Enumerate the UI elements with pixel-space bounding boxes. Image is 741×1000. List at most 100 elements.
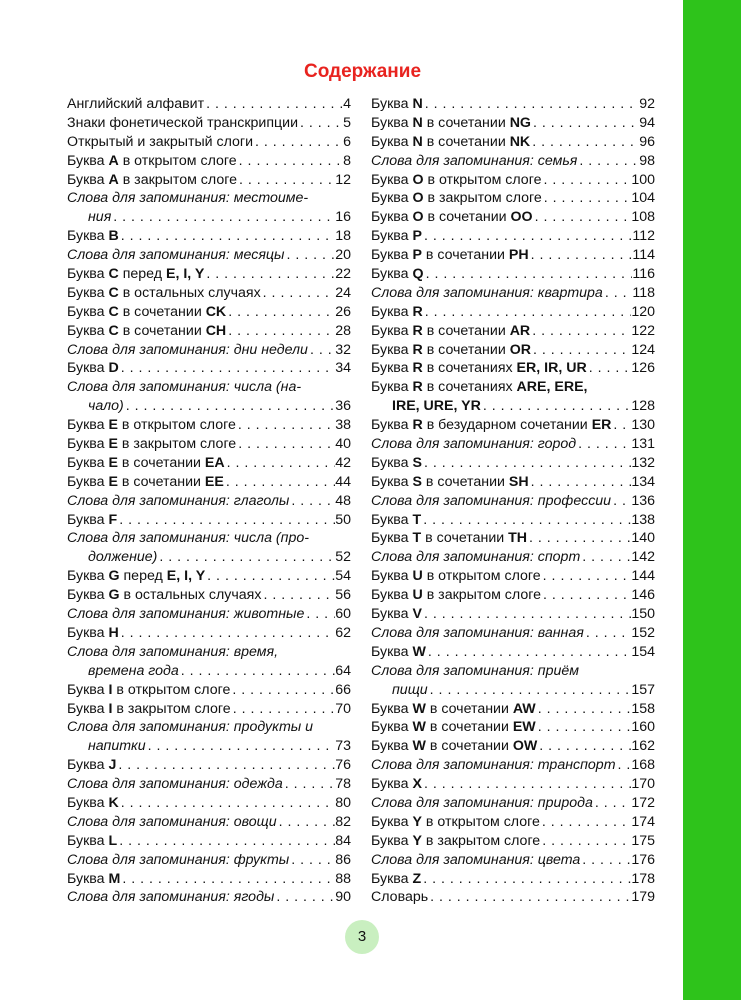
toc-entry[interactable]: Буква E в открытом слоге 38 [67, 416, 351, 435]
toc-entry[interactable]: Слова для запоминания: животные 60 [67, 605, 351, 624]
toc-entry[interactable]: Слова для запоминания: продукты и напитки… [67, 718, 351, 756]
toc-entry[interactable]: Буква R 120 [371, 303, 655, 322]
toc-entry[interactable]: Слова для запоминания: ванная 152 [371, 624, 655, 643]
toc-entry[interactable]: Буква F 50 [67, 511, 351, 530]
toc-entry[interactable]: Буква M 88 [67, 870, 351, 889]
toc-page-number: 146 [631, 587, 655, 604]
toc-entry[interactable]: Буква W 154 [371, 643, 655, 662]
toc-entry-letter: E [108, 473, 118, 490]
toc-entry[interactable]: Буква B 18 [67, 227, 351, 246]
toc-entry[interactable]: Слова для запоминания: овощи 82 [67, 813, 351, 832]
toc-entry-text: Слова для запоминания: одежда [67, 776, 283, 793]
toc-entry[interactable]: Буква R в безударном сочетании ER 130 [371, 416, 655, 435]
toc-entry[interactable]: Слова для запоминания: местоиме-ния 16 [67, 189, 351, 227]
toc-entry[interactable]: Буква X 170 [371, 775, 655, 794]
toc-entry-text: Слова для запоминания: город [371, 436, 577, 453]
toc-entry[interactable]: Буква L 84 [67, 832, 351, 851]
toc-entry[interactable]: Буква T 138 [371, 511, 655, 530]
toc-entry-letter: N [412, 114, 423, 131]
toc-entry[interactable]: Слова для запоминания: город 131 [371, 435, 655, 454]
toc-entry-letter: W [412, 643, 426, 660]
toc-entry[interactable]: Буква E в сочетании EA 42 [67, 454, 351, 473]
toc-entry-letter: C [108, 266, 119, 283]
toc-entry[interactable]: Буква N в сочетании NG 94 [371, 114, 655, 133]
toc-entry[interactable]: Буква I в открытом слоге 66 [67, 681, 351, 700]
toc-entry[interactable]: Словарь 179 [371, 888, 655, 907]
toc-entry[interactable]: Буква Q 116 [371, 265, 655, 284]
toc-entry[interactable]: Буква I в закрытом слоге 70 [67, 700, 351, 719]
dot-leader [225, 454, 336, 473]
toc-entry[interactable]: Слова для запоминания: глаголы 48 [67, 492, 351, 511]
toc-entry[interactable]: Слова для запоминания: транспорт 168 [371, 756, 655, 775]
toc-entry[interactable]: Слова для запоминания: профессии 136 [371, 492, 655, 511]
toc-entry[interactable]: Буква Z 178 [371, 870, 655, 889]
toc-entry[interactable]: Буква N 92 [371, 95, 655, 114]
toc-entry[interactable]: Слова для запоминания: время, времена год… [67, 643, 351, 681]
toc-entry[interactable]: Буква O в закрытом слоге 104 [371, 189, 655, 208]
toc-page-number: 5 [343, 114, 351, 131]
toc-entry[interactable]: Буква G в остальных случаях 56 [67, 586, 351, 605]
toc-entry[interactable]: Слова для запоминания: ягоды 90 [67, 888, 351, 907]
toc-entry[interactable]: Слова для запоминания: одежда 78 [67, 775, 351, 794]
toc-entry[interactable]: Буква U в открытом слоге 144 [371, 567, 655, 586]
toc-entry[interactable]: Слова для запоминания: числа (про-должен… [67, 529, 351, 567]
toc-entry[interactable]: Буква A в закрытом слоге 12 [67, 171, 351, 190]
toc-entry[interactable]: Буква R в сочетании OR 124 [371, 341, 655, 360]
toc-entry[interactable]: Буква U в закрытом слоге 146 [371, 586, 655, 605]
toc-entry-text: Буква [371, 114, 413, 131]
toc-entry[interactable]: Буква H 62 [67, 624, 351, 643]
toc-entry-text: Буква [371, 417, 413, 434]
toc-entry[interactable]: Знаки фонетической транскрипции 5 [67, 114, 351, 133]
toc-entry-letter: E, I, Y [166, 568, 206, 585]
toc-entry[interactable]: Буква S 132 [371, 454, 655, 473]
toc-entry[interactable]: Буква C в сочетании CH 28 [67, 322, 351, 341]
toc-entry[interactable]: Слова для запоминания: приём пищи 157 [371, 662, 655, 700]
toc-entry[interactable]: Слова для запоминания: месяцы 20 [67, 246, 351, 265]
toc-entry[interactable]: Буква R в сочетаниях ARE, ERE, IRE, URE, … [371, 378, 655, 416]
toc-entry-title: Буква N в сочетании NG [371, 114, 531, 133]
toc-entry[interactable]: Буква S в сочетании SH 134 [371, 473, 655, 492]
toc-entry[interactable]: Буква P 112 [371, 227, 655, 246]
toc-entry[interactable]: Буква C перед E, I, Y 22 [67, 265, 351, 284]
toc-entry[interactable]: Буква V 150 [371, 605, 655, 624]
toc-entry-text: Буква [371, 587, 413, 604]
toc-entry[interactable]: Слова для запоминания: квартира 118 [371, 284, 655, 303]
toc-entry[interactable]: Буква J 76 [67, 756, 351, 775]
toc-entry[interactable]: Слова для запоминания: спорт 142 [371, 548, 655, 567]
toc-entry[interactable]: Слова для запоминания: семья 98 [371, 152, 655, 171]
toc-entry[interactable]: Буква E в закрытом слоге 40 [67, 435, 351, 454]
toc-entry[interactable]: Буква W в сочетании EW 160 [371, 718, 655, 737]
toc-entry[interactable]: Буква W в сочетании OW 162 [371, 737, 655, 756]
toc-entry[interactable]: Буква W в сочетании AW 158 [371, 700, 655, 719]
toc-entry[interactable]: Буква G перед E, I, Y 54 [67, 567, 351, 586]
toc-entry[interactable]: Буква N в сочетании NK 96 [371, 133, 655, 152]
toc-entry[interactable]: Буква Y в закрытом слоге 175 [371, 832, 655, 851]
toc-entry[interactable]: Слова для запоминания: числа (на-чало) 36 [67, 378, 351, 416]
toc-entry[interactable]: Буква C в сочетании CK 26 [67, 303, 351, 322]
toc-entry[interactable]: Слова для запоминания: природа 172 [371, 794, 655, 813]
toc-entry-title: Буква X [371, 775, 422, 794]
toc-entry[interactable]: Буква R в сочетании AR 122 [371, 322, 655, 341]
toc-entry[interactable]: Буква P в сочетании PH 114 [371, 246, 655, 265]
toc-entry[interactable]: Английский алфавит 4 [67, 95, 351, 114]
toc-entry[interactable]: Слова для запоминания: фрукты 86 [67, 851, 351, 870]
toc-entry[interactable]: Слова для запоминания: цвета 176 [371, 851, 655, 870]
toc-entry[interactable]: Слова для запоминания: дни недели 32 [67, 341, 351, 360]
toc-entry[interactable]: Буква D 34 [67, 359, 351, 378]
toc-line: Буква D 34 [67, 359, 351, 378]
toc-entry-text: в сочетании [425, 738, 513, 755]
toc-entry-text: Буква [371, 643, 413, 660]
toc-entry-text: перед [118, 266, 166, 283]
toc-entry[interactable]: Буква Y в открытом слоге 174 [371, 813, 655, 832]
toc-entry[interactable]: Буква O в сочетании OO 108 [371, 208, 655, 227]
toc-entry-title: Слова для запоминания: месяцы [67, 246, 284, 265]
toc-entry[interactable]: Буква E в сочетании EE 44 [67, 473, 351, 492]
toc-entry[interactable]: Буква R в сочетаниях ER, IR, UR 126 [371, 359, 655, 378]
toc-entry[interactable]: Буква A в открытом слоге 8 [67, 152, 351, 171]
toc-entry[interactable]: Открытый и закрытый слоги 6 [67, 133, 351, 152]
toc-entry[interactable]: Буква T в сочетании TH 140 [371, 529, 655, 548]
toc-entry-title: Буква T в сочетании TH [371, 529, 527, 548]
toc-entry[interactable]: Буква C в остальных случаях 24 [67, 284, 351, 303]
toc-entry[interactable]: Буква O в открытом слоге 100 [371, 171, 655, 190]
toc-entry[interactable]: Буква K 80 [67, 794, 351, 813]
